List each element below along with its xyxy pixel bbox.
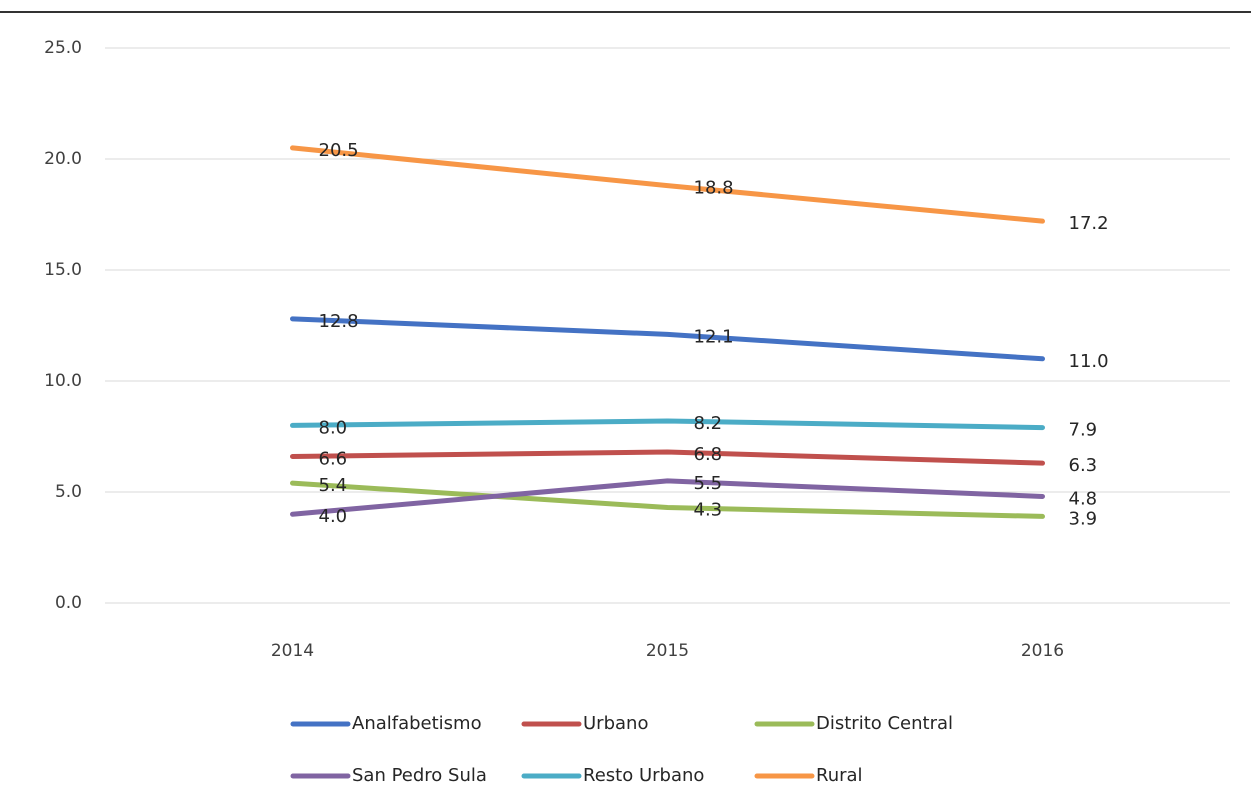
data-label: 12.1 bbox=[694, 326, 734, 347]
data-label: 4.3 bbox=[694, 500, 723, 521]
data-label: 11.0 bbox=[1069, 351, 1109, 372]
data-label: 12.8 bbox=[319, 311, 359, 332]
data-label: 20.5 bbox=[319, 140, 359, 161]
legend-label: Urbano bbox=[583, 713, 648, 734]
series-line bbox=[290, 418, 1045, 431]
y-tick-label: 0.0 bbox=[55, 593, 82, 613]
data-label: 6.3 bbox=[1069, 455, 1098, 476]
legend-label: San Pedro Sula bbox=[352, 765, 487, 786]
series-line bbox=[290, 145, 1045, 224]
data-label: 4.8 bbox=[1069, 488, 1098, 509]
series-line bbox=[290, 316, 1045, 362]
y-tick-label: 15.0 bbox=[44, 260, 82, 280]
data-label: 6.6 bbox=[319, 448, 348, 469]
data-label: 8.2 bbox=[694, 413, 723, 434]
data-label: 4.0 bbox=[319, 506, 348, 527]
data-label: 6.8 bbox=[694, 444, 723, 465]
y-tick-label: 25.0 bbox=[44, 38, 82, 58]
y-tick-label: 5.0 bbox=[55, 482, 82, 502]
series-line bbox=[290, 478, 1045, 517]
data-label: 5.4 bbox=[319, 475, 348, 496]
data-label: 18.8 bbox=[694, 178, 734, 199]
data-label: 17.2 bbox=[1069, 213, 1109, 234]
legend-label: Distrito Central bbox=[816, 713, 953, 734]
data-label: 7.9 bbox=[1069, 420, 1098, 441]
x-tick-label: 2014 bbox=[271, 641, 314, 661]
legend-label: Analfabetismo bbox=[352, 713, 482, 734]
data-label: 5.5 bbox=[694, 473, 723, 494]
y-tick-label: 20.0 bbox=[44, 149, 82, 169]
data-label: 3.9 bbox=[1069, 508, 1098, 529]
data-label: 8.0 bbox=[319, 417, 348, 438]
y-tick-label: 10.0 bbox=[44, 371, 82, 391]
x-tick-label: 2016 bbox=[1021, 641, 1064, 661]
legend-label: Resto Urbano bbox=[583, 765, 704, 786]
series-line bbox=[290, 480, 1045, 519]
legend-label: Rural bbox=[816, 765, 863, 786]
series-line bbox=[290, 449, 1045, 466]
x-tick-label: 2015 bbox=[646, 641, 689, 661]
